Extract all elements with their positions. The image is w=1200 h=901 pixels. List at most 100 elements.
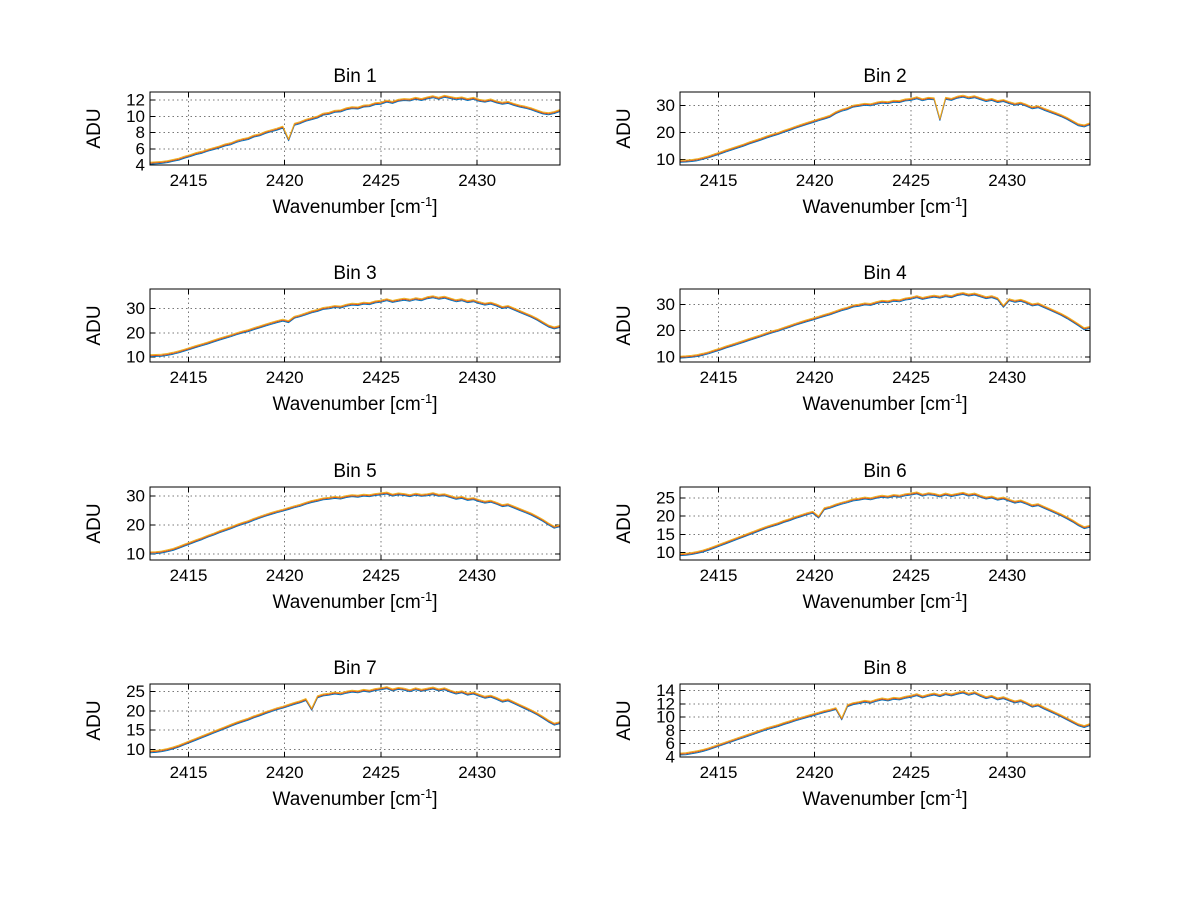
y-tick-label: 10 bbox=[126, 348, 145, 367]
x-tick-label: 2420 bbox=[796, 171, 834, 190]
series-yellow bbox=[149, 491, 561, 553]
series-blue bbox=[679, 294, 1091, 359]
x-tick-label: 2430 bbox=[988, 763, 1026, 782]
x-tick-label: 2430 bbox=[458, 368, 496, 387]
y-tick-label: 8 bbox=[136, 123, 145, 142]
series-yellow bbox=[149, 686, 561, 752]
subplot-bin-4: Bin 4 2415 2420 2425 2430 10 20 30 ADU Wavenumbe… bbox=[614, 263, 1094, 420]
y-tick-label: 30 bbox=[126, 299, 145, 318]
subplot-bin-3: Bin 3 2415 2420 2425 2430 10 20 30 ADU Wavenumbe… bbox=[84, 263, 564, 420]
x-tick-label: 2430 bbox=[458, 763, 496, 782]
subplot-bin-7: Bin 7 2415 2420 2425 2430 10 15 20 25 ADU Wavenum… bbox=[84, 658, 564, 815]
x-tick-label: 2415 bbox=[700, 171, 738, 190]
series-orange bbox=[149, 95, 561, 164]
y-tick-label: 10 bbox=[126, 545, 145, 564]
axes-box bbox=[149, 486, 561, 561]
axes-box bbox=[679, 91, 1091, 166]
y-tick-label: 20 bbox=[656, 507, 675, 526]
x-tick-label: 2430 bbox=[988, 566, 1026, 585]
x-tick-label: 2420 bbox=[266, 763, 304, 782]
series-yellow bbox=[679, 491, 1091, 555]
axes-box bbox=[149, 91, 561, 166]
series-orange bbox=[149, 296, 561, 357]
plot-title: Bin 6 bbox=[863, 461, 906, 482]
series-yellow bbox=[149, 295, 561, 356]
x-tick-label: 2415 bbox=[700, 368, 738, 387]
subplot-bin-2: Bin 2 2415 2420 2425 2430 10 20 30 ADU Wavenumbe… bbox=[614, 66, 1094, 223]
y-tick-label: 25 bbox=[656, 489, 675, 508]
series-yellow bbox=[679, 94, 1091, 161]
plot-title: Bin 4 bbox=[863, 263, 907, 284]
y-tick-label: 6 bbox=[136, 139, 145, 158]
subplot-bin-5: Bin 5 2415 2420 2425 2430 10 20 30 ADU Wavenumbe… bbox=[84, 461, 564, 618]
y-tick-label: 12 bbox=[656, 694, 675, 713]
y-axis-label: ADU bbox=[84, 305, 105, 345]
series-yellow bbox=[679, 292, 1091, 357]
plot-bin-5: Bin 5 2415 2420 2425 2430 10 20 30 ADU Wavenumbe… bbox=[84, 461, 561, 613]
y-axis-label: ADU bbox=[614, 108, 635, 148]
axes-box bbox=[149, 683, 561, 758]
series-blue bbox=[149, 688, 561, 754]
y-tick-label: 10 bbox=[656, 543, 675, 562]
x-tick-label: 2425 bbox=[362, 171, 400, 190]
x-tick-label: 2430 bbox=[458, 566, 496, 585]
y-tick-label: 10 bbox=[656, 347, 675, 366]
axes-box bbox=[679, 683, 1091, 758]
axes-box bbox=[679, 288, 1091, 363]
y-tick-label: 20 bbox=[126, 516, 145, 535]
series-blue bbox=[149, 297, 561, 358]
series-orange bbox=[679, 691, 1091, 755]
x-tick-label: 2425 bbox=[892, 368, 930, 387]
x-tick-label: 2420 bbox=[796, 566, 834, 585]
x-tick-label: 2415 bbox=[700, 763, 738, 782]
y-tick-label: 20 bbox=[126, 701, 145, 720]
x-tick-label: 2430 bbox=[988, 368, 1026, 387]
x-tick-label: 2420 bbox=[796, 368, 834, 387]
axes-box bbox=[679, 486, 1091, 561]
x-tick-label: 2420 bbox=[266, 171, 304, 190]
plot-title: Bin 2 bbox=[863, 66, 906, 87]
subplot-bin-1: Bin 1 2415 2420 2425 2430 4 6 8 10 12 ADU Wavenumb… bbox=[84, 66, 564, 223]
y-tick-label: 20 bbox=[656, 123, 675, 142]
series-orange bbox=[679, 95, 1091, 162]
x-tick-label: 2425 bbox=[892, 763, 930, 782]
plot-title: Bin 5 bbox=[333, 461, 376, 482]
subplot-bin-6: Bin 6 2415 2420 2425 2430 10 15 20 25 ADU Wavenum… bbox=[614, 461, 1094, 618]
y-tick-label: 30 bbox=[656, 295, 675, 314]
x-tick-label: 2415 bbox=[170, 171, 208, 190]
y-tick-label: 25 bbox=[126, 682, 145, 701]
plot-title: Bin 7 bbox=[333, 658, 376, 679]
subplot-bin-8: Bin 8 2415 2420 2425 2430 4 6 8 10 12 14 ADU Wavenu… bbox=[614, 658, 1094, 815]
x-axis-label: Wavenumber [cm-1] bbox=[272, 194, 437, 218]
y-tick-label: 10 bbox=[126, 107, 145, 126]
y-tick-label: 20 bbox=[126, 323, 145, 342]
y-tick-label: 15 bbox=[656, 525, 675, 544]
plot-bin-4: Bin 4 2415 2420 2425 2430 10 20 30 ADU Wavenumbe… bbox=[614, 263, 1091, 415]
series-yellow bbox=[679, 690, 1091, 754]
x-tick-label: 2420 bbox=[266, 368, 304, 387]
series-blue bbox=[149, 96, 561, 165]
y-tick-label: 20 bbox=[656, 321, 675, 340]
y-tick-label: 8 bbox=[666, 721, 675, 740]
y-tick-label: 10 bbox=[656, 150, 675, 169]
x-tick-label: 2425 bbox=[362, 566, 400, 585]
x-axis-label: Wavenumber [cm-1] bbox=[272, 589, 437, 613]
y-axis-label: ADU bbox=[614, 503, 635, 543]
x-tick-label: 2420 bbox=[266, 566, 304, 585]
series-orange bbox=[149, 687, 561, 753]
x-axis-label: Wavenumber [cm-1] bbox=[272, 391, 437, 415]
x-tick-label: 2415 bbox=[700, 566, 738, 585]
y-axis-label: ADU bbox=[84, 503, 105, 543]
series-orange bbox=[679, 293, 1091, 358]
series-blue bbox=[679, 692, 1091, 756]
y-tick-label: 10 bbox=[126, 740, 145, 759]
plot-bin-2: Bin 2 2415 2420 2425 2430 10 20 30 ADU Wavenumbe… bbox=[614, 66, 1091, 218]
series-blue bbox=[679, 96, 1091, 163]
x-tick-label: 2415 bbox=[170, 368, 208, 387]
series-orange bbox=[679, 492, 1091, 556]
